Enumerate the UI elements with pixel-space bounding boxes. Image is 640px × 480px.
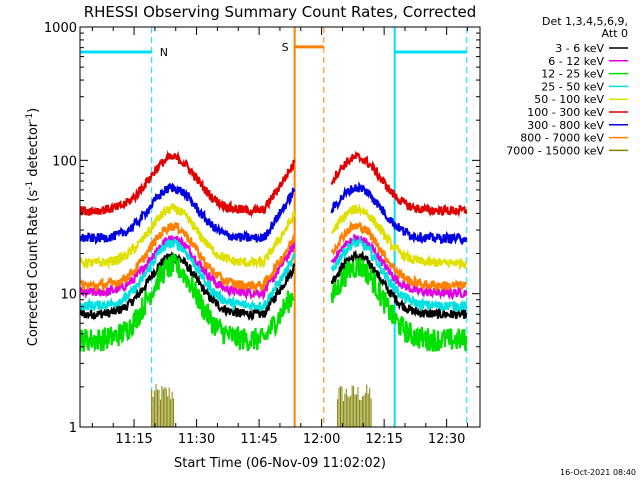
series-line — [79, 238, 296, 313]
y-tick-label: 100 — [52, 154, 77, 169]
x-tick-label: 11:30 — [178, 432, 215, 447]
legend-label: 100 - 300 keV — [527, 106, 604, 119]
legend-header-attenuator: Att 0 — [602, 27, 628, 40]
x-axis-label: Start Time (06-Nov-09 11:02:02) — [174, 456, 386, 471]
legend-label: 25 - 50 keV — [541, 80, 604, 93]
chart-title: RHESSI Observing Summary Count Rates, Co… — [84, 3, 477, 21]
legend-label: 800 - 7000 keV — [520, 132, 604, 145]
legend-label: 7000 - 15000 keV — [506, 144, 604, 157]
saa-flag-label: S — [282, 41, 289, 54]
series-line — [79, 221, 296, 294]
series-line — [330, 150, 468, 218]
x-tick-label: 11:15 — [115, 432, 152, 447]
x-tick-label: 11:45 — [240, 432, 277, 447]
x-tick-label: 12:00 — [303, 432, 340, 447]
x-tick-label: 12:30 — [428, 432, 465, 447]
y-tick-label: 10 — [60, 288, 77, 303]
series-line — [79, 182, 296, 245]
x-tick-label: 12:15 — [365, 432, 402, 447]
legend-label: 50 - 100 keV — [534, 93, 604, 106]
series-line — [330, 234, 468, 313]
series-line — [330, 202, 468, 271]
series-line — [330, 249, 468, 320]
series-line — [330, 233, 468, 301]
legend-header-detectors: Det 1,3,4,5,6,9, — [542, 15, 628, 28]
y-tick-label: 1000 — [44, 21, 77, 36]
legend-label: 300 - 800 keV — [527, 119, 604, 132]
series-line — [330, 180, 468, 246]
legend-label: 3 - 6 keV — [555, 42, 604, 55]
y-axis: 1 10 100 1000 — [44, 21, 480, 436]
series-line — [79, 202, 296, 270]
series-line — [79, 251, 295, 353]
series-line — [330, 220, 467, 291]
series-line — [330, 257, 468, 353]
legend-label: 12 - 25 keV — [541, 68, 604, 81]
night-flag-label: N — [160, 46, 168, 59]
series-line — [79, 149, 296, 219]
y-axis-label: Corrected Count Rate (s-1 detector-1) — [25, 108, 41, 346]
timestamp: 16-Oct-2021 08:40 — [560, 468, 636, 477]
series-line — [79, 250, 296, 322]
y-tick-label: 1 — [69, 421, 77, 436]
x-axis: 11:15 11:30 11:45 12:00 12:15 12:30 — [91, 27, 468, 447]
legend-label: 6 - 12 keV — [548, 55, 604, 68]
